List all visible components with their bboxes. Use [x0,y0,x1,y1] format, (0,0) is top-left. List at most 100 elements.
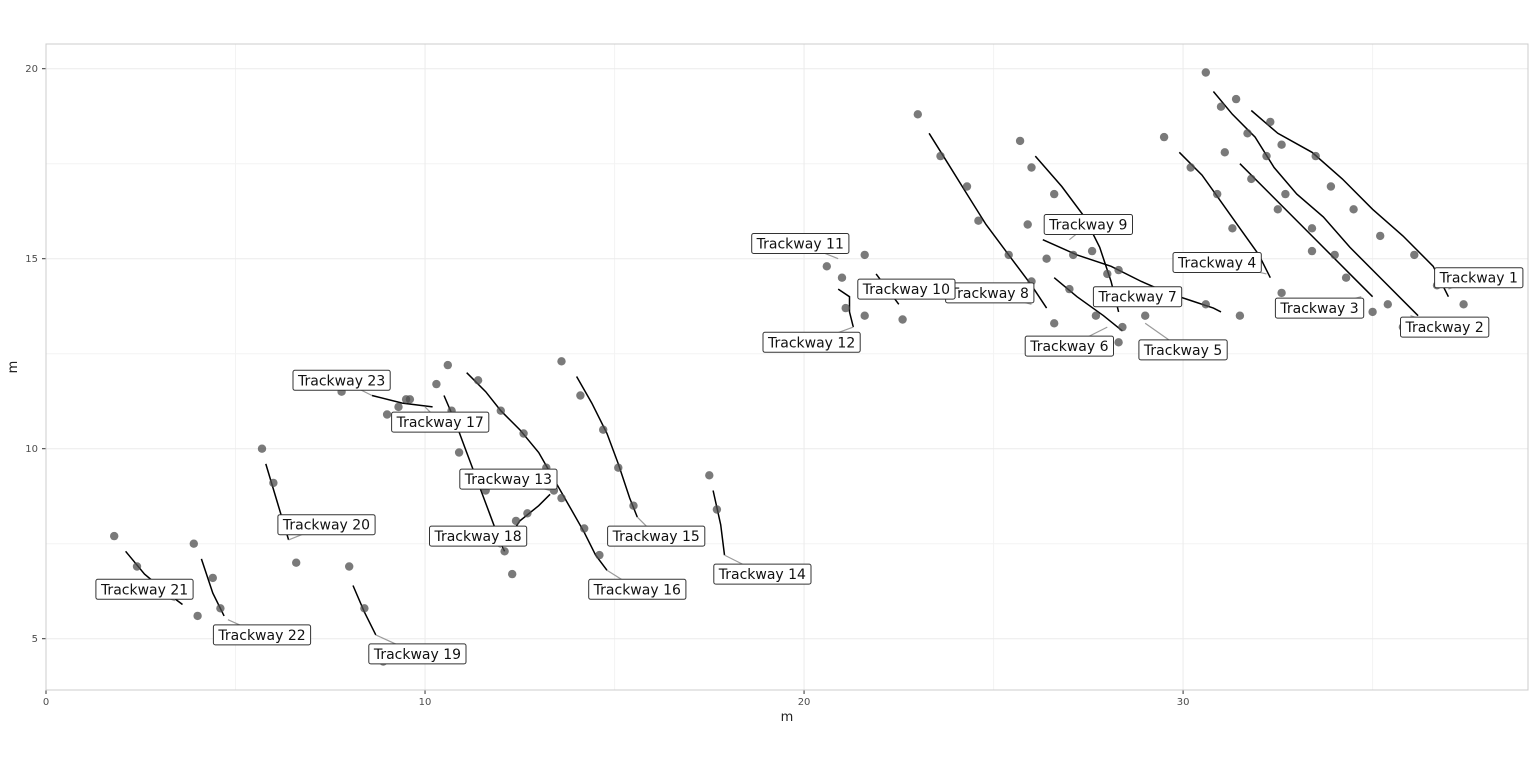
label-text: Trackway 6 [1029,339,1108,355]
footprint-point [1114,265,1123,275]
footprint-point [936,151,945,161]
trackway-label: Trackway 1 [1434,267,1524,290]
x-tick-label: 30 [1177,697,1190,708]
footprint-point [1201,300,1211,309]
footprint-point [1228,224,1237,233]
footprint-point [496,406,505,415]
label-text: Trackway 15 [612,529,700,545]
footprint-point [1231,94,1241,104]
footprint-point [1216,102,1226,111]
footprint-point [1027,163,1036,172]
footprint-point [132,562,142,571]
label-text: Trackway 14 [718,567,806,583]
trackway-label: Trackway 7 [1092,286,1183,308]
footprint-point [898,315,907,324]
y-tick-label: 15 [25,254,38,265]
footprint-point [216,604,225,613]
footprint-point [519,429,528,438]
label-text: Trackway 1 [1439,271,1518,287]
trackway-label: Trackway 22 [212,619,312,646]
label-text: Trackway 18 [433,529,521,545]
footprint-point [1281,189,1290,199]
label-box [95,578,194,600]
footprint-point [599,425,608,434]
footprint-point [508,569,517,579]
footprint-point [822,262,831,271]
label-text: Trackway 9 [1048,218,1127,234]
footprint-point [1091,311,1101,320]
trackway-labels: Trackway 1 Trackway 2 Trackway 3 Trackway 4… [95,214,1524,665]
footprint-point [629,501,638,510]
label-box [857,278,956,300]
label-text: Trackway 23 [297,373,385,389]
footprint-point [473,376,483,385]
footprint-point [913,110,922,119]
label-box [607,525,706,547]
x-axis-title: m [781,710,794,725]
label-text: Trackway 5 [1143,343,1222,359]
footprint-point [1410,250,1419,260]
label-text: Trackway 21 [100,582,188,598]
footprint-point [1376,231,1385,241]
footprint-point [193,611,202,621]
footprint-point [257,444,267,453]
footprint-point [454,448,464,457]
y-tick-label: 10 [25,444,38,455]
footprint-point [614,463,623,472]
footprint-point [1004,250,1013,260]
label-text: Trackway 4 [1177,256,1256,272]
footprint-point [1262,151,1271,161]
footprint-point [557,357,566,366]
footprint-point [841,303,850,313]
footprint-point [523,509,532,518]
label-box [1274,297,1365,319]
footprint-point [208,573,217,583]
x-tick-label: 10 [419,697,432,708]
footprint-point [1141,311,1150,320]
trackway-label: Trackway 6 [1024,326,1114,357]
footprint-point [712,505,722,514]
footprint-point [1459,300,1468,309]
label-box [1400,316,1490,338]
trackway-line [1239,163,1374,298]
trackway-line [1250,109,1450,298]
footprint-point [1069,250,1078,260]
label-box [459,468,558,490]
trackway-label: Trackway 5 [1138,322,1228,361]
label-box [751,233,850,254]
footprint-point [595,550,604,560]
footprint-point [1114,338,1123,347]
footprint-point [500,547,509,556]
footprint-point [1311,151,1320,161]
trackway-label: Trackway 11 [751,233,850,260]
footprint-point [1118,322,1127,332]
label-text: Trackway 22 [217,628,305,644]
footprint-point [1277,140,1286,149]
label-box [762,331,861,353]
footprint-point [557,493,566,503]
trackway-label: Trackway 17 [391,406,490,433]
trackway-label: Trackway 16 [588,569,687,600]
footprint-point [1326,182,1336,191]
footprint-point [1065,284,1074,294]
footprint-point [1341,273,1351,282]
label-box [1043,214,1133,235]
trackway-label: Trackway 4 [1172,252,1267,275]
trackway-label: Trackway 12 [762,326,861,353]
footprint-point [860,311,869,320]
label-box [1024,335,1114,357]
footprint-point [1266,117,1275,127]
footprint-point [394,402,403,412]
footprint-point [1330,250,1339,260]
trackway-line [1212,91,1419,317]
footprint-point [580,524,589,533]
footprint-points [110,68,1468,666]
label-box [429,525,528,547]
footprint-point [1050,189,1059,199]
trackway-label: Trackway 9 [1043,214,1133,241]
y-axis-title: m [6,361,21,374]
footprint-point [1349,205,1358,214]
label-box [277,514,376,536]
footprint-point [1273,205,1283,214]
